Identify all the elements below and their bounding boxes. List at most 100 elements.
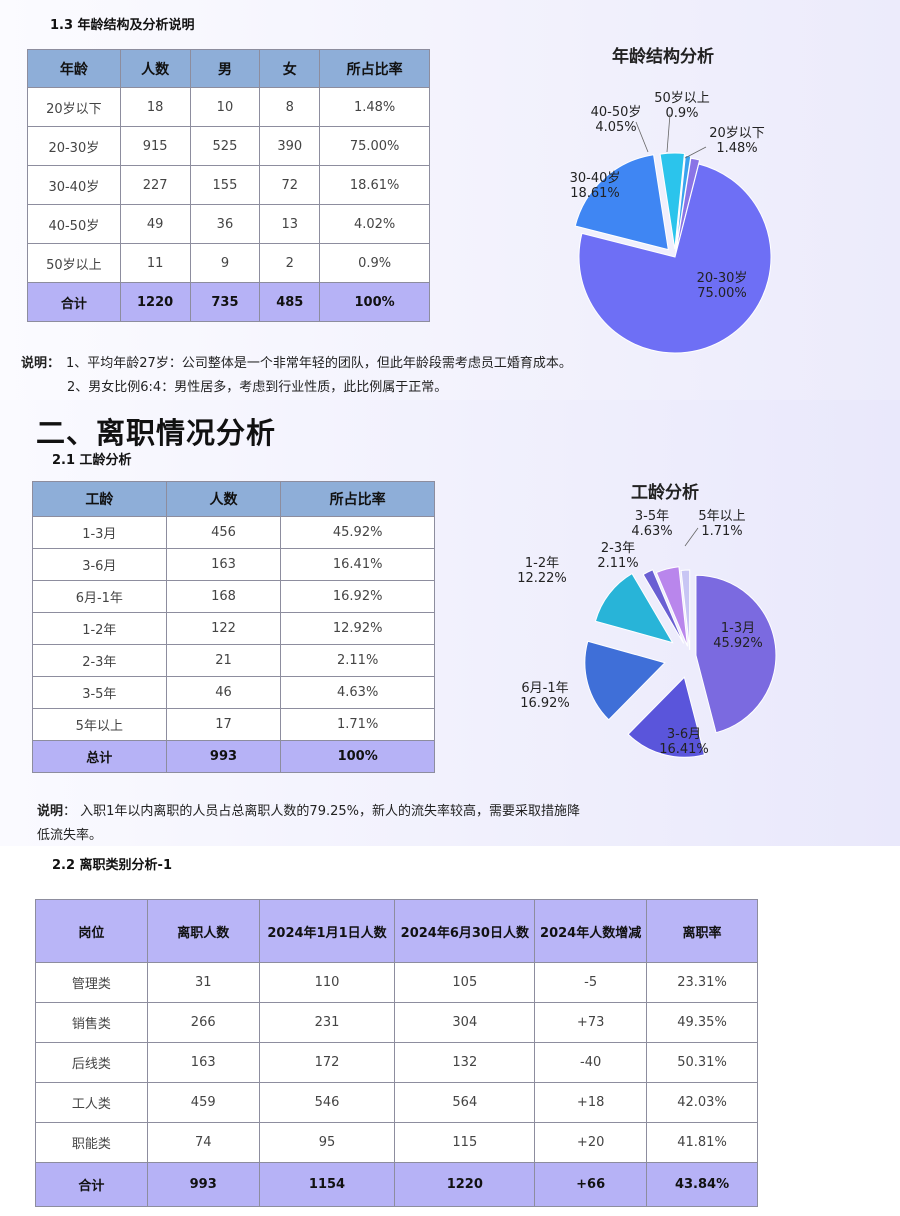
tenure-table-cell: 2-3年 <box>32 644 167 677</box>
age-table-cell: 18.61% <box>319 165 430 205</box>
age-table-row: 20-30岁 915 525 390 75.00% <box>27 126 430 166</box>
age-pie-chart: 20岁以下 1.48% 20-30岁 75.00% 30-40岁 18.61% 40-50岁… <box>570 91 772 354</box>
tenure-table-cell: 1.71% <box>280 708 435 741</box>
pie-slice <box>574 154 669 251</box>
tenure-table-cell: 122 <box>165 612 282 645</box>
tenure-table-row: 3-6月 163 16.41% <box>32 548 435 581</box>
pie-slice <box>659 152 685 250</box>
category-table-cell: 266 <box>146 1002 260 1043</box>
category-table-header: 离职人数 <box>146 899 260 963</box>
pie-slice-label: 5年以上 1.71% <box>698 509 745 539</box>
pie-slice <box>655 566 688 647</box>
category-table-cell: 172 <box>258 1042 396 1083</box>
pie-slice-label: 20岁以下 1.48% <box>709 126 765 156</box>
age-table-header: 年龄 <box>27 49 121 88</box>
pie-slice <box>627 676 706 758</box>
category-table-cell: 304 <box>394 1002 536 1043</box>
age-table-cell: 49 <box>119 204 191 244</box>
tenure-table-cell: 45.92% <box>280 516 435 549</box>
category-table: 岗位 离职人数 2024年1月1日人数 2024年6月30日人数 2024年人数… <box>35 899 758 1207</box>
pie-slice-label: 20-30岁 75.00% <box>697 271 748 301</box>
category-table-cell: 后线类 <box>35 1042 148 1083</box>
tenure-table-cell: 5年以上 <box>32 708 167 741</box>
category-heading: 2.2 离职类别分析-1 <box>52 858 172 873</box>
pie-slice <box>680 569 691 651</box>
category-table-cell: 115 <box>394 1122 536 1163</box>
age-table-cell: 18 <box>119 87 191 127</box>
pie-leader-line <box>635 121 649 153</box>
pie-slice <box>675 154 692 252</box>
pie-leader-line <box>684 527 699 547</box>
category-table-cell: 546 <box>258 1082 396 1123</box>
turnover-section: 二、离职情况分析 2.1 工龄分析 工龄 人数 所占比率 1-3月 456 45.9… <box>0 400 900 846</box>
category-table-cell: 销售类 <box>35 1002 148 1043</box>
age-table-cell: 50岁以上 <box>27 243 121 283</box>
tenure-table-cell: 17 <box>165 708 282 741</box>
age-note-label: 说明： <box>21 356 61 371</box>
tenure-note-line1: 说明： 入职1年以内离职的人员占总离职人数的79.25%，新人的流失率较高，需要… <box>37 800 580 819</box>
tenure-table-cell: 2.11% <box>280 644 435 677</box>
tenure-table-cell: 3-6月 <box>32 548 167 581</box>
age-structure-section: 1.3 年龄结构及分析说明 年龄 人数 男 女 所占比率 20岁以下 18 10 8 1… <box>0 0 900 400</box>
pie-leader-line <box>684 146 707 159</box>
age-table-cell: 20岁以下 <box>27 87 121 127</box>
tenure-table-header: 工龄 <box>32 481 167 517</box>
age-table-row: 20岁以下 18 10 8 1.48% <box>27 87 430 127</box>
tenure-table-cell: 4.63% <box>280 676 435 709</box>
age-table-cell: 13 <box>259 204 321 244</box>
age-table-cell: 0.9% <box>319 243 430 283</box>
category-table-total-cell: 993 <box>146 1162 260 1207</box>
tenure-table-cell: 168 <box>165 580 282 613</box>
tenure-table-cell: 1-3月 <box>32 516 167 549</box>
age-table-cell: 20-30岁 <box>27 126 121 166</box>
category-table-cell: 95 <box>258 1122 396 1163</box>
age-table-cell: 72 <box>259 165 321 205</box>
pie-slice <box>695 574 777 734</box>
turnover-title: 二、离职情况分析 <box>36 416 277 450</box>
category-table-total-cell: 1220 <box>394 1162 536 1207</box>
tenure-table-cell: 46 <box>165 676 282 709</box>
category-table-cell: 74 <box>146 1122 260 1163</box>
age-table-total-cell: 1220 <box>119 282 191 322</box>
age-table-header: 男 <box>189 49 261 88</box>
age-table-cell: 30-40岁 <box>27 165 121 205</box>
turnover-category-section: 2.2 离职类别分析-1 岗位 离职人数 2024年1月1日人数 2024年6月… <box>0 846 900 1216</box>
category-table-cell: 459 <box>146 1082 260 1123</box>
category-table-cell: 31 <box>146 962 260 1003</box>
category-table-cell: 564 <box>394 1082 536 1123</box>
age-table-row: 40-50岁 49 36 13 4.02% <box>27 204 430 244</box>
age-table-total-cell: 735 <box>189 282 261 322</box>
category-table-cell: +73 <box>534 1002 648 1043</box>
pie-slice-label: 6月-1年 16.92% <box>520 681 570 711</box>
category-table-cell: 231 <box>258 1002 396 1043</box>
category-table-cell: +18 <box>534 1082 648 1123</box>
pie-slice-label: 3-6月 16.41% <box>659 727 709 757</box>
age-table-row: 50岁以上 11 9 2 0.9% <box>27 243 430 283</box>
category-table-total-cell: +66 <box>534 1162 648 1207</box>
tenure-table-row: 1-2年 122 12.92% <box>32 612 435 645</box>
pie-slice <box>584 640 666 721</box>
category-table-cell: 49.35% <box>646 1002 758 1043</box>
age-table-cell: 155 <box>189 165 261 205</box>
category-table-header: 离职率 <box>646 899 758 963</box>
category-table-cell: 管理类 <box>35 962 148 1003</box>
category-table-cell: 42.03% <box>646 1082 758 1123</box>
tenure-table-total-row: 总计 993 100% <box>32 740 435 773</box>
category-table-total-cell: 1154 <box>258 1162 396 1207</box>
age-structure-heading: 1.3 年龄结构及分析说明 <box>50 18 195 33</box>
age-chart-title: 年龄结构分析 <box>612 47 714 67</box>
tenure-table-cell: 6月-1年 <box>32 580 167 613</box>
category-table-cell: 105 <box>394 962 536 1003</box>
category-table-cell: -40 <box>534 1042 648 1083</box>
pie-slice-label: 3-5年 4.63% <box>631 509 672 539</box>
age-table-cell: 915 <box>119 126 191 166</box>
category-table-cell: 工人类 <box>35 1082 148 1123</box>
tenure-chart-title: 工龄分析 <box>631 483 699 503</box>
category-table-header: 2024年人数增减 <box>534 899 648 963</box>
tenure-table-cell: 3-5年 <box>32 676 167 709</box>
category-table-row: 管理类 31 110 105 -5 23.31% <box>35 962 758 1003</box>
category-table-header: 岗位 <box>35 899 148 963</box>
age-table: 年龄 人数 男 女 所占比率 20岁以下 18 10 8 1.48% 20-30岁 915 5… <box>27 49 430 322</box>
category-table-cell: 职能类 <box>35 1122 148 1163</box>
tenure-table-row: 5年以上 17 1.71% <box>32 708 435 741</box>
